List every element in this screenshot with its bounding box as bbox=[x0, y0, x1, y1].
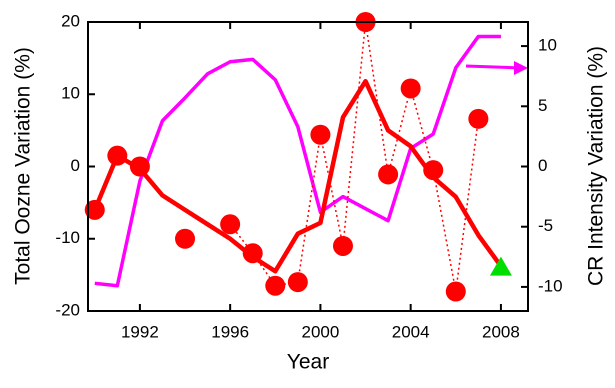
y-tick-label: 0 bbox=[71, 156, 80, 175]
plot-frame bbox=[87, 21, 529, 312]
y-tick-label: -10 bbox=[55, 228, 80, 247]
y-axis-label: Total Oozne Variation (%) bbox=[12, 47, 35, 285]
y2-tick-label: -5 bbox=[538, 216, 553, 235]
data-point bbox=[265, 275, 286, 296]
data-point bbox=[310, 124, 331, 145]
x-tick-label: 2000 bbox=[301, 322, 339, 341]
data-point bbox=[287, 272, 308, 293]
data-point bbox=[468, 108, 489, 129]
data-point bbox=[107, 145, 128, 166]
data-point bbox=[84, 199, 105, 220]
data-point bbox=[129, 156, 150, 177]
y-tick-label: 20 bbox=[61, 11, 80, 30]
y2-tick-label: 10 bbox=[538, 36, 557, 55]
series-line bbox=[94, 34, 501, 288]
data-point bbox=[400, 78, 421, 99]
data-point bbox=[445, 281, 466, 302]
x-tick-label: 1992 bbox=[121, 322, 159, 341]
data-point bbox=[220, 214, 241, 235]
y-tick-label: -20 bbox=[55, 300, 80, 319]
dotted-connector bbox=[229, 21, 480, 292]
y2-axis-label: CR Intensity Variation (%) bbox=[585, 46, 608, 286]
y-tick-label: 10 bbox=[61, 84, 80, 103]
data-point bbox=[332, 235, 353, 256]
axis-arrow bbox=[465, 64, 523, 70]
y2-tick-label: 5 bbox=[538, 96, 547, 115]
y2-tick-label: -10 bbox=[538, 276, 563, 295]
data-point bbox=[489, 256, 512, 276]
y2-tick-label: 0 bbox=[538, 156, 547, 175]
x-tick-label: 2008 bbox=[482, 322, 520, 341]
axis-arrow-head bbox=[514, 61, 528, 75]
x-axis-label: Year bbox=[287, 351, 329, 374]
x-tick-label: 1996 bbox=[211, 322, 249, 341]
data-point bbox=[175, 228, 196, 249]
data-point bbox=[423, 160, 444, 181]
data-point bbox=[378, 164, 399, 185]
data-point bbox=[242, 243, 263, 264]
x-tick-label: 2004 bbox=[392, 322, 430, 341]
